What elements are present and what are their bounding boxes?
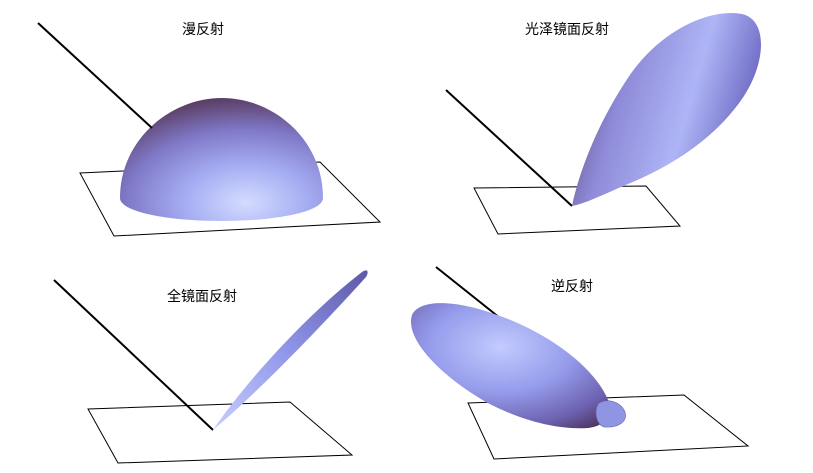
surface-plane — [87, 401, 354, 464]
mirror-lobe — [213, 270, 368, 430]
panel-mirror — [53, 270, 368, 464]
glossy-lobe — [572, 12, 761, 207]
panel-retro — [410, 266, 750, 460]
incident-ray — [435, 266, 501, 319]
diffuse-hemisphere — [120, 98, 323, 221]
incident-ray — [53, 279, 214, 431]
panel-title-glossy: 光泽镜面反射 — [525, 22, 609, 38]
panel-diffuse — [37, 22, 382, 237]
panel-title-mirror: 全镜面反射 — [167, 289, 237, 305]
panel-glossy — [445, 12, 761, 235]
panel-title-retro: 逆反射 — [551, 279, 593, 295]
incident-ray — [445, 89, 573, 207]
retro-lobe-tip — [595, 400, 626, 428]
retro-lobe — [410, 303, 610, 429]
panel-title-diffuse: 漫反射 — [182, 22, 224, 38]
incident-ray — [37, 22, 153, 129]
surface-plane — [467, 394, 750, 460]
